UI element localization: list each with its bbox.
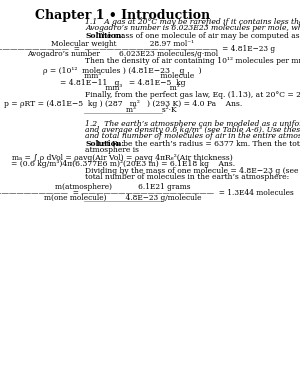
Text: Dividing by the mass of one molecule = 4.8E−23 g (see Prob. 1.1 above), we obtai: Dividing by the mass of one molecule = 4…	[85, 167, 300, 176]
Text: = 4.81E−11   g    = 4.81E−5  kg: = 4.81E−11 g = 4.81E−5 kg	[60, 79, 185, 87]
Text: and average density 0.6 kg/m³ (see Table A-6). Use these values to estimate the : and average density 0.6 kg/m³ (see Table…	[85, 126, 300, 135]
Text: m³           s²·K: m³ s²·K	[69, 106, 176, 114]
Text: Nₘₒₗₘₒₗₘₒₗ = —————————————  = ——————————————————  = 1.3E44 molecules    Ans.: Nₘₒₗₘₒₗₘₒₗ = ————————————— = ———————————…	[0, 189, 300, 196]
Text: Let Rₑ be the earth’s radius = 6377 km. Then the total mass of air in the: Let Rₑ be the earth’s radius = 6377 km. …	[97, 140, 300, 148]
Text: 1.1   A gas at 20°C may be rarefied if it contains less than 10¹² molecules per : 1.1 A gas at 20°C may be rarefied if it …	[85, 18, 300, 26]
Text: mm³                    m³: mm³ m³	[65, 84, 180, 92]
Text: m = ———————————  =  ——————————————————  = 4.81E−23 g: m = ——————————— = —————————————————— = 4…	[0, 45, 275, 53]
Text: Chapter 1 • Introduction: Chapter 1 • Introduction	[35, 9, 210, 22]
Text: = (0.6 kg/m³)4π(6.377E6 m)²(20E3 m) = 6.1E18 kg    Ans.: = (0.6 kg/m³)4π(6.377E6 m)²(20E3 m) = 6.…	[11, 160, 235, 168]
Text: Avogadro’s number        6.023E23 molecules/g·mol: Avogadro’s number 6.023E23 molecules/g·m…	[27, 50, 218, 58]
Text: atmosphere is: atmosphere is	[85, 146, 140, 154]
Text: Molecular weight              28.97 mol⁻¹: Molecular weight 28.97 mol⁻¹	[51, 40, 194, 48]
Text: The mass of one molecule of air may be computed as: The mass of one molecule of air may be c…	[97, 32, 300, 40]
Text: Solution:: Solution:	[85, 140, 125, 148]
Text: mₐ = ∫ ρ dVol = ρavg(Air Vol) = ρavg 4πRₑ²(Air thickness): mₐ = ∫ ρ dVol = ρavg(Air Vol) = ρavg 4πR…	[12, 154, 233, 162]
Text: mm³                         molecule: mm³ molecule	[51, 72, 194, 80]
Text: ρ = (10¹²  molecules ) (4.81E−23    g      ): ρ = (10¹² molecules ) (4.81E−23 g )	[44, 67, 202, 75]
Text: Solution:: Solution:	[85, 32, 125, 40]
Text: Then the density of air containing 10¹² molecules per mm³ is, in SI units,: Then the density of air containing 10¹² …	[85, 57, 300, 65]
Text: 1.2   The earth’s atmosphere can be modeled as a uniform layer of air of thickne: 1.2 The earth’s atmosphere can be modele…	[85, 120, 300, 128]
Text: and total number of molecules of air in the entire atmosphere of the earth.: and total number of molecules of air in …	[85, 132, 300, 140]
Text: m(atmosphere)           6.1E21 grams: m(atmosphere) 6.1E21 grams	[55, 183, 190, 191]
Text: Finally, from the perfect gas law, Eq. (1.13), at 20°C = 293 K, we obtain the pr: Finally, from the perfect gas law, Eq. (…	[85, 91, 300, 99]
Text: p = ρRT = (4.81E−5  kg ) (287   m²   ) (293 K) = 4.0 Pa    Ans.: p = ρRT = (4.81E−5 kg ) (287 m² ) (293 K…	[4, 100, 242, 108]
Text: total number of molecules in the earth’s atmosphere:: total number of molecules in the earth’s…	[85, 173, 290, 182]
Text: Avogadro’s number is 6.023E23 molecules per mole, what air pressure does this re: Avogadro’s number is 6.023E23 molecules …	[85, 24, 300, 33]
Text: m(one molecule)        4.8E−23 g/molecule: m(one molecule) 4.8E−23 g/molecule	[44, 194, 202, 202]
